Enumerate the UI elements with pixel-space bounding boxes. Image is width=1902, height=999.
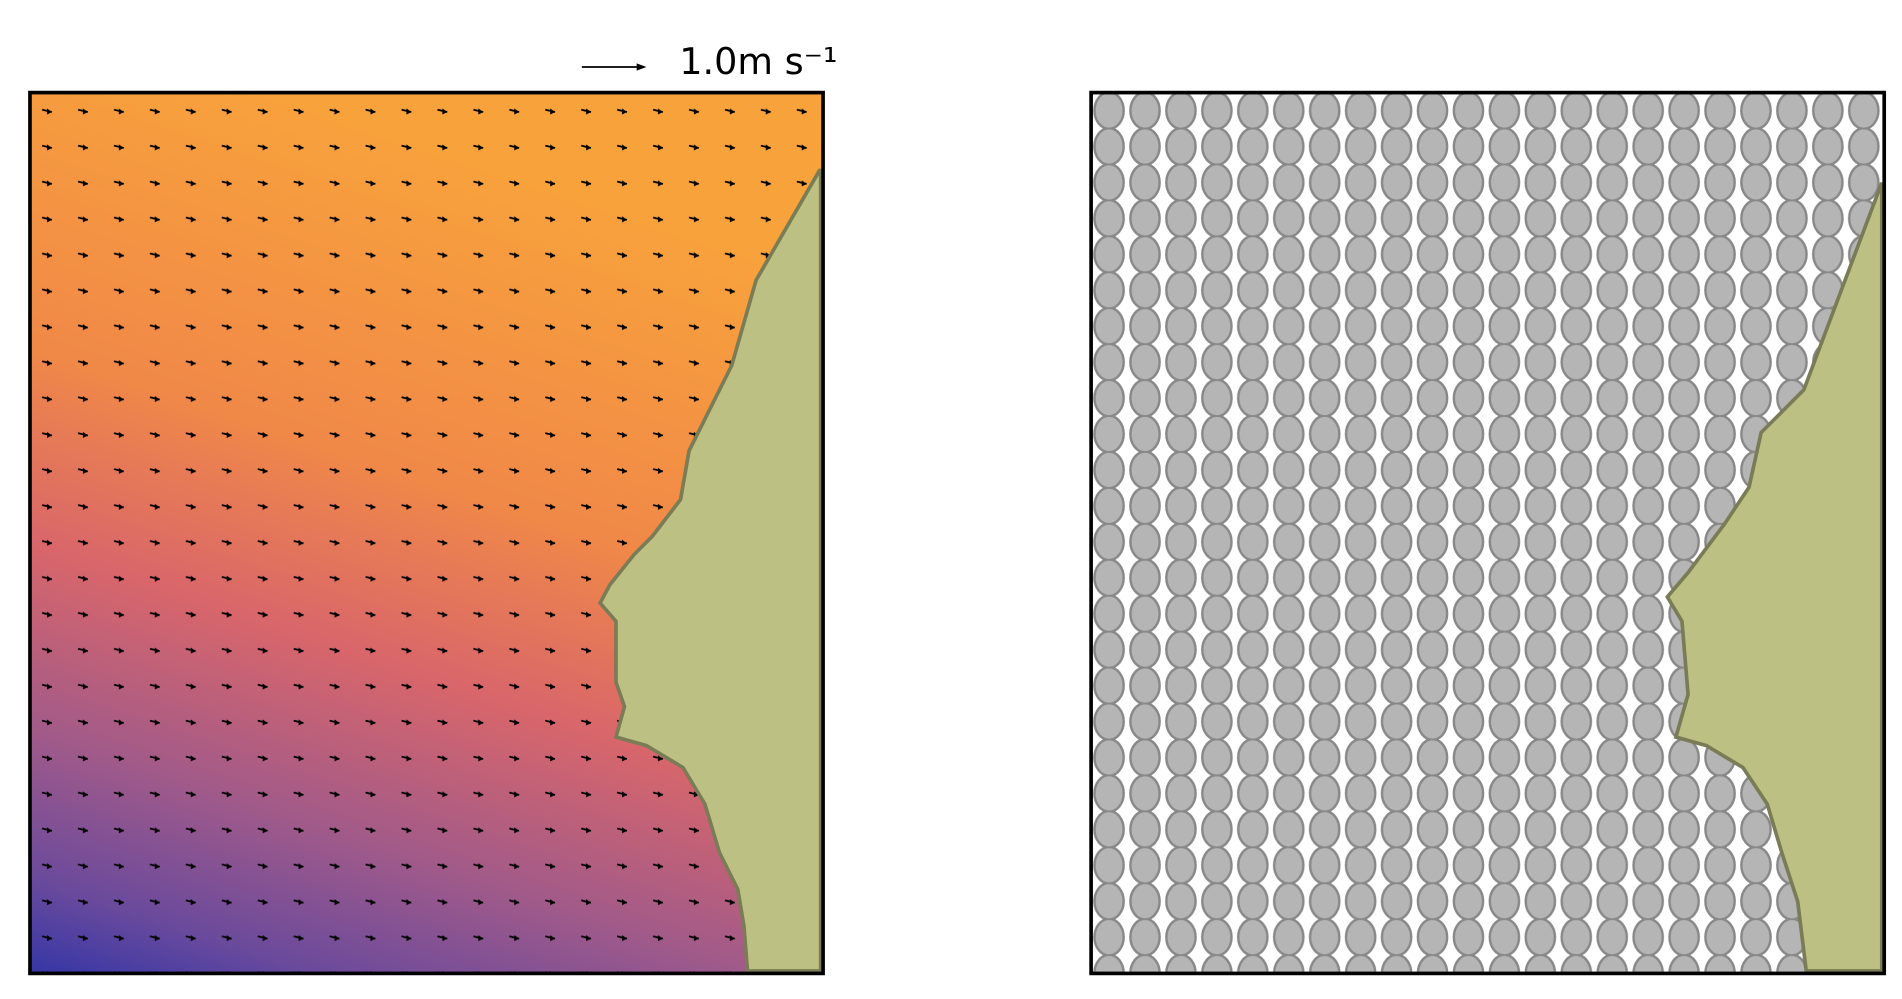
frame xyxy=(1089,90,1887,976)
right-panel xyxy=(1089,90,1887,976)
coastline xyxy=(597,168,823,973)
key-label: 1.0m s⁻¹ xyxy=(679,40,837,83)
left-panel xyxy=(28,90,825,976)
key-arrowhead xyxy=(636,63,647,71)
coastline xyxy=(1665,182,1884,973)
frame xyxy=(28,90,825,976)
